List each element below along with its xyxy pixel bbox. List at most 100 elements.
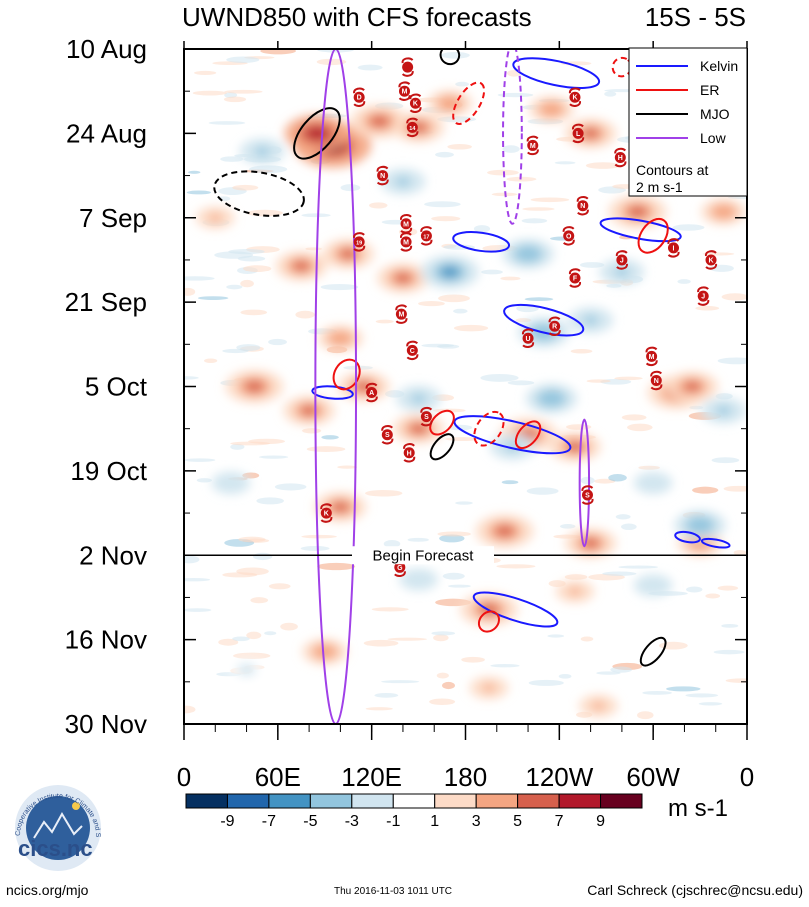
texture-patch [579, 262, 605, 268]
texture-patch [184, 705, 196, 714]
texture-patch [717, 357, 747, 365]
texture-patch [564, 574, 588, 580]
storm-label: S [585, 492, 590, 499]
texture-patch [369, 202, 388, 209]
cyclone-icon [406, 117, 419, 138]
texture-patch [243, 265, 272, 273]
texture-patch [713, 649, 745, 655]
cyclone-icon [400, 232, 413, 252]
storm-label: M [402, 89, 408, 96]
texture-patch [208, 121, 246, 125]
texture-patch [705, 593, 721, 599]
y-tick-label: 2 Nov [79, 540, 147, 570]
storm-marker: K [409, 93, 422, 113]
cyclone-icon [650, 370, 663, 391]
texture-patch [260, 49, 296, 55]
texture-patch [220, 156, 244, 162]
legend-label: ER [700, 82, 719, 98]
contour-er [637, 217, 669, 254]
texture-patch [487, 169, 519, 176]
storm-label: J [701, 294, 705, 301]
texture-patch [570, 348, 593, 354]
texture-patch [473, 225, 491, 233]
texture-patch [302, 428, 322, 434]
anomaly-blob [395, 385, 442, 412]
colorbar-label: 3 [472, 813, 481, 830]
legend-note-line-1: Contours at [636, 162, 708, 178]
contour-mjo [639, 636, 667, 667]
anomaly-blob [337, 371, 390, 402]
cyclone-icon [381, 425, 394, 445]
x-tick-label: 60W [626, 762, 680, 792]
anomaly-blob [489, 433, 536, 460]
texture-patch [268, 583, 291, 590]
texture-patch [249, 165, 288, 174]
cyclone-icon [398, 81, 411, 101]
texture-patch [442, 681, 455, 690]
storm-marker: N [650, 370, 663, 391]
texture-patch [500, 276, 521, 281]
texture-patch [642, 691, 672, 695]
x-tick-label: 180 [444, 762, 487, 792]
texture-patch [321, 435, 339, 440]
contour-er [514, 420, 542, 450]
texture-patch [240, 279, 254, 288]
y-tick-label: 10 Aug [66, 34, 147, 64]
texture-patch [721, 293, 747, 301]
anomaly-blob [392, 413, 445, 444]
texture-patch [621, 523, 637, 531]
anomaly-blob [475, 514, 534, 548]
texture-patch [305, 247, 322, 251]
contour-er [473, 410, 505, 447]
texture-patch [194, 70, 217, 75]
cyclone-icon-core [320, 507, 332, 519]
texture-patch [685, 693, 719, 698]
footer-timestamp: Thu 2016-11-03 1011 UTC [334, 886, 453, 897]
anomaly-blob [195, 206, 235, 230]
contour-mjo [429, 433, 455, 461]
cyclone-icon-core [572, 127, 584, 139]
texture-patch [490, 664, 520, 668]
texture-patch [638, 465, 660, 470]
cyclone-icon-core [697, 290, 709, 302]
storm-marker [401, 57, 414, 77]
legend-label: MJO [700, 106, 730, 122]
texture-patch [431, 216, 461, 222]
anomaly-blob [230, 660, 263, 680]
storm-marker: U [522, 328, 535, 348]
texture-patch [232, 636, 250, 642]
cyclone-icon [667, 238, 680, 258]
cyclone-icon [548, 316, 561, 336]
anomaly-blob [564, 528, 617, 559]
texture-patch [226, 56, 260, 63]
x-tick-label: 120W [525, 762, 593, 792]
colorbar-swatch [309, 793, 353, 809]
texture-patch [437, 344, 460, 349]
texture-patch [233, 652, 271, 660]
storm-marker: 19 [353, 232, 366, 252]
colorbar-swatch [392, 793, 436, 809]
texture-patch [184, 287, 196, 296]
texture-patch [461, 656, 485, 663]
cyclone-icon [705, 250, 718, 270]
texture-patch [621, 414, 647, 421]
contour-kelvin [452, 231, 511, 253]
storm-marker: S [581, 485, 594, 505]
cyclone-icon-core [646, 350, 658, 362]
texture-patch [337, 465, 358, 469]
cyclone-icon-core [399, 85, 411, 97]
storm-marker: F [568, 268, 581, 288]
storm-marker: O [562, 226, 575, 246]
texture-patch [223, 96, 247, 103]
cyclone-icon-core [394, 561, 406, 573]
anomaly-blob [284, 114, 350, 152]
texture-patch [383, 540, 401, 548]
cyclone-icon-core [527, 139, 539, 151]
storm-label: G [397, 565, 403, 572]
cyclone-icon [353, 232, 366, 252]
storm-marker: C [406, 340, 419, 361]
contour-mjo [439, 49, 461, 66]
contour-kelvin [700, 537, 731, 549]
texture-patch [596, 671, 621, 675]
